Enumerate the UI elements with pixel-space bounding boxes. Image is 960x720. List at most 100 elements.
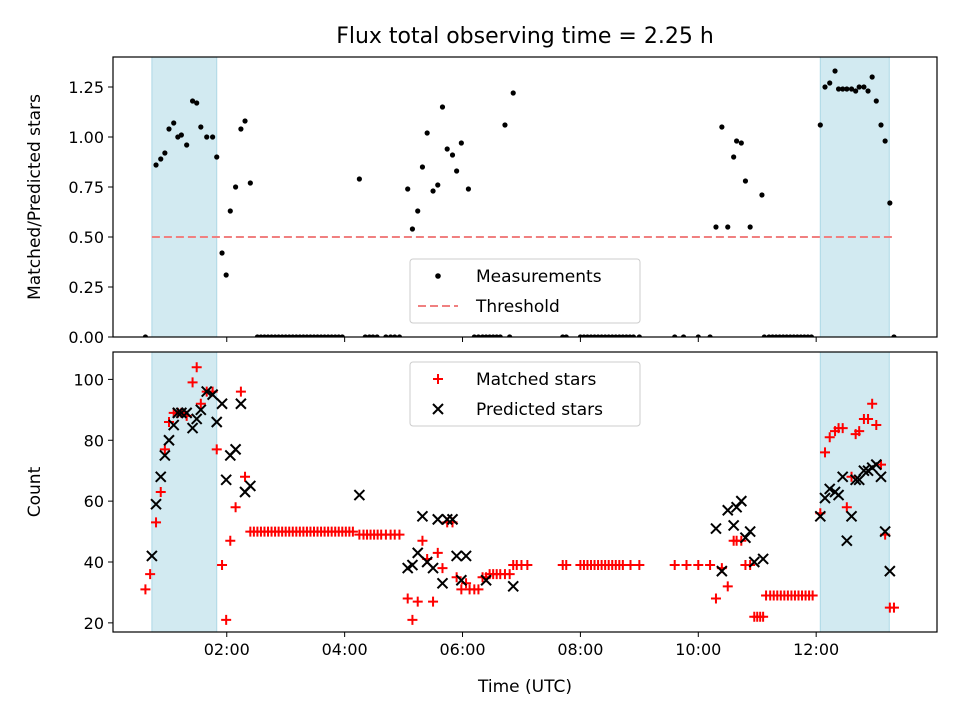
y-axis-label-top: Matched/Predicted stars bbox=[25, 94, 45, 300]
shaded-window-top-0 bbox=[151, 56, 218, 338]
point-top-s0-3 bbox=[162, 150, 168, 156]
x-tick-label-0: 02:00 bbox=[204, 640, 250, 659]
point-top-s0-127 bbox=[822, 84, 828, 90]
point-top-s0-69 bbox=[471, 334, 477, 337]
point-top-s0-56 bbox=[405, 186, 411, 192]
point-top-s0-20 bbox=[242, 118, 248, 124]
point-bottom-s0-114 bbox=[722, 581, 733, 592]
point-top-s0-107 bbox=[733, 138, 740, 144]
point-top-s0-21 bbox=[247, 180, 253, 186]
point-top-s0-109 bbox=[742, 178, 749, 184]
point-bottom-s0-4 bbox=[159, 444, 170, 455]
x-tick-label-5: 12:00 bbox=[793, 640, 839, 659]
point-bottom-s0-19 bbox=[230, 502, 241, 513]
point-bottom-s1-38 bbox=[710, 522, 722, 535]
point-bottom-s0-143 bbox=[837, 423, 848, 434]
point-bottom-s1-6 bbox=[172, 407, 184, 419]
point-bottom-s1-22 bbox=[353, 489, 366, 501]
point-bottom-s1-34 bbox=[455, 574, 468, 586]
point-bottom-s1-2 bbox=[155, 471, 167, 483]
point-top-s0-133 bbox=[848, 86, 855, 92]
point-top-s0-101 bbox=[695, 334, 701, 337]
point-top-s0-5 bbox=[171, 120, 177, 126]
point-top-s0-143 bbox=[891, 334, 897, 337]
point-top-s0-15 bbox=[219, 250, 225, 256]
y-tick-label-top-1: 0.25 bbox=[68, 278, 104, 297]
point-bottom-s1-30 bbox=[436, 577, 449, 590]
point-bottom-s0-140 bbox=[824, 432, 835, 443]
point-bottom-s1-4 bbox=[163, 434, 175, 446]
point-bottom-s1-10 bbox=[190, 413, 203, 425]
point-top-s0-137 bbox=[865, 88, 871, 94]
point-bottom-s1-64 bbox=[884, 565, 896, 577]
point-bottom-s1-56 bbox=[849, 474, 862, 486]
point-top-s0-138 bbox=[869, 74, 875, 80]
point-bottom-s1-11 bbox=[195, 404, 207, 416]
point-top-s0-66 bbox=[454, 168, 460, 174]
point-top-s0-140 bbox=[878, 122, 884, 128]
point-bottom-s0-66 bbox=[417, 535, 428, 546]
legend-label-bottom-0: Matched stars bbox=[476, 370, 596, 390]
point-bottom-s1-43 bbox=[735, 495, 748, 507]
x-tick-label-2: 06:00 bbox=[439, 640, 485, 659]
point-top-s0-130 bbox=[835, 86, 842, 92]
point-top-s0-59 bbox=[419, 164, 426, 170]
point-top-s0-131 bbox=[840, 86, 846, 92]
point-top-s0-105 bbox=[725, 224, 731, 230]
point-top-s0-53 bbox=[388, 334, 394, 337]
point-top-s0-54 bbox=[392, 334, 398, 337]
point-bottom-s1-8 bbox=[180, 407, 193, 419]
point-top-s0-136 bbox=[861, 84, 867, 90]
point-bottom-s1-25 bbox=[412, 547, 424, 559]
point-bottom-s0-17 bbox=[221, 614, 232, 625]
point-bottom-s0-123 bbox=[758, 611, 769, 622]
point-top-s0-76 bbox=[497, 334, 503, 337]
point-top-s0-67 bbox=[458, 140, 464, 146]
point-top-s0-135 bbox=[856, 84, 862, 90]
point-bottom-s0-137 bbox=[807, 590, 818, 601]
point-bottom-s0-110 bbox=[693, 560, 704, 571]
point-top-s0-16 bbox=[223, 272, 229, 278]
y-tick-label-top-3: 0.75 bbox=[68, 178, 104, 197]
point-bottom-s0-3 bbox=[155, 487, 166, 497]
legend-label-top-1: Threshold bbox=[475, 297, 560, 317]
point-top-s0-70 bbox=[475, 334, 482, 337]
point-bottom-s1-45 bbox=[744, 525, 756, 538]
point-top-s0-126 bbox=[817, 122, 823, 128]
point-bottom-s1-18 bbox=[229, 443, 242, 456]
point-top-s0-60 bbox=[424, 130, 430, 136]
point-top-s0-10 bbox=[194, 100, 200, 106]
point-bottom-s0-90 bbox=[522, 560, 533, 571]
point-top-s0-141 bbox=[882, 138, 888, 144]
point-bottom-s1-15 bbox=[216, 398, 228, 410]
point-bottom-s1-21 bbox=[244, 480, 257, 492]
count-panel: 20 40 60 80 100 02:00 04:00 06:00 08:00 10:00 12:0… bbox=[25, 351, 938, 659]
point-top-s0-14 bbox=[214, 154, 220, 160]
point-bottom-s1-1 bbox=[150, 498, 162, 510]
legend-marker-top-0 bbox=[435, 273, 441, 279]
point-bottom-s1-52 bbox=[832, 489, 845, 501]
point-bottom-s1-47 bbox=[757, 553, 769, 565]
point-top-s0-79 bbox=[510, 90, 516, 96]
point-bottom-s1-29 bbox=[432, 513, 444, 526]
legend-marker-bottom-1 bbox=[432, 403, 444, 415]
point-bottom-s0-109 bbox=[681, 560, 692, 571]
point-top-s0-100 bbox=[680, 334, 687, 337]
point-bottom-s0-147 bbox=[854, 426, 865, 437]
point-top-s0-48 bbox=[362, 334, 368, 337]
y-tick-label-bottom-4: 100 bbox=[73, 370, 104, 389]
point-bottom-s0-1 bbox=[145, 569, 156, 580]
point-top-s0-57 bbox=[409, 226, 416, 232]
point-top-s0-106 bbox=[731, 154, 737, 160]
point-bottom-s0-144 bbox=[841, 502, 852, 513]
point-top-s0-142 bbox=[887, 200, 893, 206]
point-top-s0-128 bbox=[827, 80, 833, 86]
point-bottom-s0-149 bbox=[863, 413, 874, 424]
point-bottom-s0-112 bbox=[710, 593, 721, 604]
point-bottom-s1-36 bbox=[480, 574, 492, 586]
point-bottom-s0-10 bbox=[187, 377, 198, 388]
point-bottom-s0-75 bbox=[461, 578, 472, 589]
point-top-s0-134 bbox=[853, 88, 859, 94]
point-bottom-s0-15 bbox=[211, 444, 222, 455]
point-top-s0-47 bbox=[356, 176, 362, 182]
